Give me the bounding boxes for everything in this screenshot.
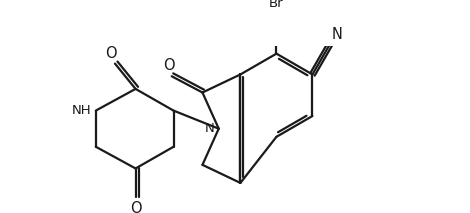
- Text: Br: Br: [269, 0, 284, 10]
- Text: O: O: [163, 58, 175, 73]
- Text: O: O: [130, 201, 141, 213]
- Text: N: N: [332, 27, 343, 42]
- Text: NH: NH: [72, 104, 92, 117]
- Text: N: N: [204, 122, 214, 135]
- Text: O: O: [106, 46, 117, 61]
